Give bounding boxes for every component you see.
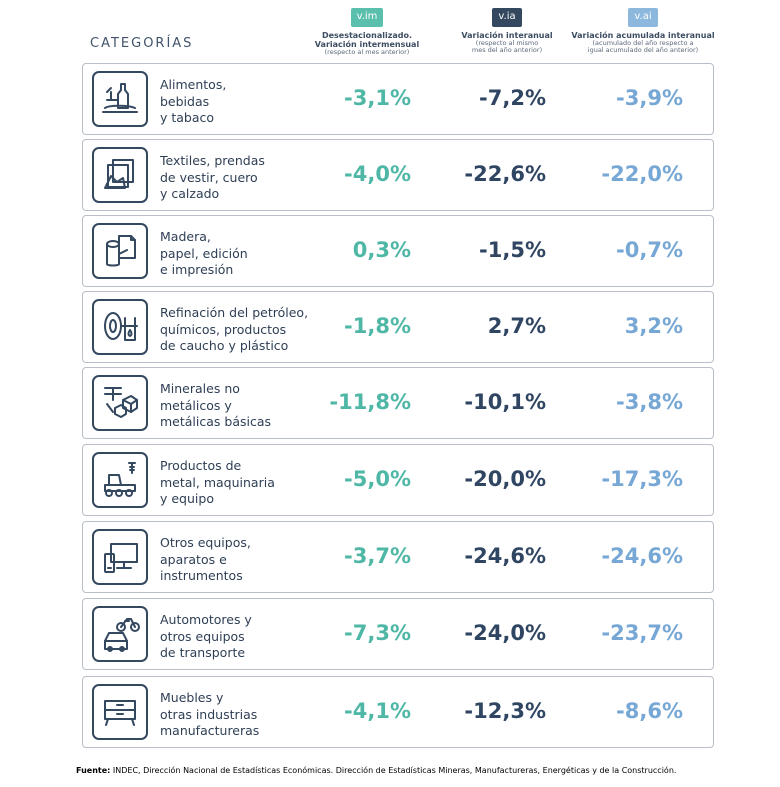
- wood-paper-icon: [92, 223, 148, 279]
- tractor-machinery-icon: [92, 452, 148, 508]
- row-label-line: Textiles, prendas: [160, 153, 265, 168]
- row-label-line: bebidas: [160, 93, 210, 109]
- value-vim: -1,8%: [344, 314, 411, 338]
- value-vim: 0,3%: [352, 238, 411, 262]
- table-row: Muebles y otras industrias manufacturera…: [82, 676, 714, 748]
- column-title: Variación interanual: [461, 31, 553, 40]
- badge-via: v.ia: [492, 8, 522, 27]
- table-row: Productos de metal, maquinaria y equipo …: [82, 444, 714, 516]
- table-row: Refinación del petróleo, químicos, produ…: [82, 291, 714, 363]
- source-text: INDEC, Dirección Nacional de Estadística…: [110, 766, 677, 775]
- food-icon: [92, 71, 148, 127]
- table-row: Textiles, prendas de vestir, cuero y cal…: [82, 139, 714, 211]
- value-via: -22,6%: [464, 162, 546, 186]
- column-subtitle: (acumulado del año respecto a: [592, 39, 694, 47]
- row-label-line: metálicos y: [160, 397, 232, 413]
- row-label-line: metálicas básicas: [160, 414, 272, 429]
- row-label-line: de caucho y plástico: [160, 338, 289, 353]
- row-label-line: Madera,: [160, 229, 211, 244]
- value-via: -20,0%: [464, 467, 546, 491]
- devices-icon: [92, 529, 148, 585]
- value-vim: -3,1%: [344, 86, 411, 110]
- column-subtitle: igual acumulado del año anterior): [587, 46, 699, 54]
- row-label-line: papel, edición: [160, 245, 248, 261]
- row-label-line: y equipo: [160, 491, 214, 506]
- table-row: Madera, papel, edición e impresión 0,3% …: [82, 215, 714, 287]
- value-vai: 3,2%: [624, 314, 683, 338]
- value-via: -24,0%: [464, 621, 546, 645]
- value-vim: -3,7%: [344, 544, 411, 568]
- value-vai: -24,6%: [601, 544, 683, 568]
- column-subtitle: (respecto al mismo: [475, 39, 539, 47]
- row-label-line: químicos, productos: [160, 321, 287, 337]
- row-label-line: otros equipos: [160, 628, 245, 644]
- categories-title: CATEGORÍAS: [90, 36, 194, 51]
- value-vim: -11,8%: [329, 390, 411, 414]
- row-label-line: Minerales no: [160, 381, 240, 396]
- value-via: -12,3%: [464, 699, 546, 723]
- column-title: Variación intermensual: [314, 40, 420, 49]
- row-label-line: Otros equipos,: [160, 535, 251, 550]
- table-row: Alimentos, bebidas y tabaco -3,1% -7,2% …: [82, 63, 714, 135]
- table-row: Automotores y otros equipos de transport…: [82, 598, 714, 670]
- furniture-icon: [92, 684, 148, 740]
- value-vai: -17,3%: [601, 467, 683, 491]
- row-label-line: metal, maquinaria: [160, 474, 275, 490]
- badge-vai: v.ai: [628, 8, 658, 27]
- column-header-via: v.ia Variación interanual (respecto al m…: [432, 4, 582, 54]
- source-label: Fuente:: [76, 766, 111, 775]
- value-vai: -0,7%: [616, 238, 683, 262]
- row-label-line: y tabaco: [160, 110, 215, 125]
- table-row: Otros equipos, aparatos e instrumentos -…: [82, 521, 714, 593]
- value-via: -1,5%: [479, 238, 546, 262]
- column-title: Desestacionalizado.: [321, 31, 413, 40]
- value-vai: -23,7%: [601, 621, 683, 645]
- column-subtitle: mes del año anterior): [471, 46, 543, 54]
- row-label-line: Automotores y: [160, 612, 252, 627]
- row-label-line: Productos de: [160, 458, 242, 473]
- value-vai: -3,8%: [616, 390, 683, 414]
- minerals-metals-icon: [92, 375, 148, 431]
- row-label-line: instrumentos: [160, 568, 243, 583]
- value-via: -7,2%: [479, 86, 546, 110]
- value-via: -24,6%: [464, 544, 546, 568]
- table-row: Minerales no metálicos y metálicas básic…: [82, 367, 714, 439]
- row-label-line: otras industrias: [160, 706, 258, 722]
- row-label-line: y calzado: [160, 186, 220, 201]
- petroleum-chemicals-icon: [92, 299, 148, 355]
- value-vim: -5,0%: [344, 467, 411, 491]
- row-label-line: manufactureras: [160, 723, 260, 738]
- value-vim: -4,1%: [344, 699, 411, 723]
- row-label-line: e impresión: [160, 262, 234, 277]
- row-label-line: de vestir, cuero: [160, 169, 258, 185]
- value-vai: -8,6%: [616, 699, 683, 723]
- textiles-icon: [92, 147, 148, 203]
- value-via: -10,1%: [464, 390, 546, 414]
- vehicles-icon: [92, 606, 148, 662]
- value-vim: -7,3%: [344, 621, 411, 645]
- value-via: 2,7%: [487, 314, 546, 338]
- row-label-line: Refinación del petróleo,: [160, 305, 309, 320]
- value-vai: -22,0%: [601, 162, 683, 186]
- row-label-line: Muebles y: [160, 690, 224, 705]
- value-vai: -3,9%: [616, 86, 683, 110]
- column-title: Variación acumulada interanual: [571, 31, 715, 40]
- column-header-vim: v.im Desestacionalizado. Variación inter…: [292, 4, 442, 56]
- column-header-vai: v.ai Variación acumulada interanual (acu…: [568, 4, 718, 54]
- badge-vim: v.im: [350, 8, 384, 27]
- value-vim: -4,0%: [344, 162, 411, 186]
- row-label-line: de transporte: [160, 645, 246, 660]
- row-label-line: aparatos e: [160, 551, 227, 567]
- column-subtitle: (respecto al mes anterior): [324, 48, 410, 56]
- row-label-line: Alimentos,: [160, 77, 227, 92]
- source-footer: Fuente: INDEC, Dirección Nacional de Est…: [76, 766, 676, 775]
